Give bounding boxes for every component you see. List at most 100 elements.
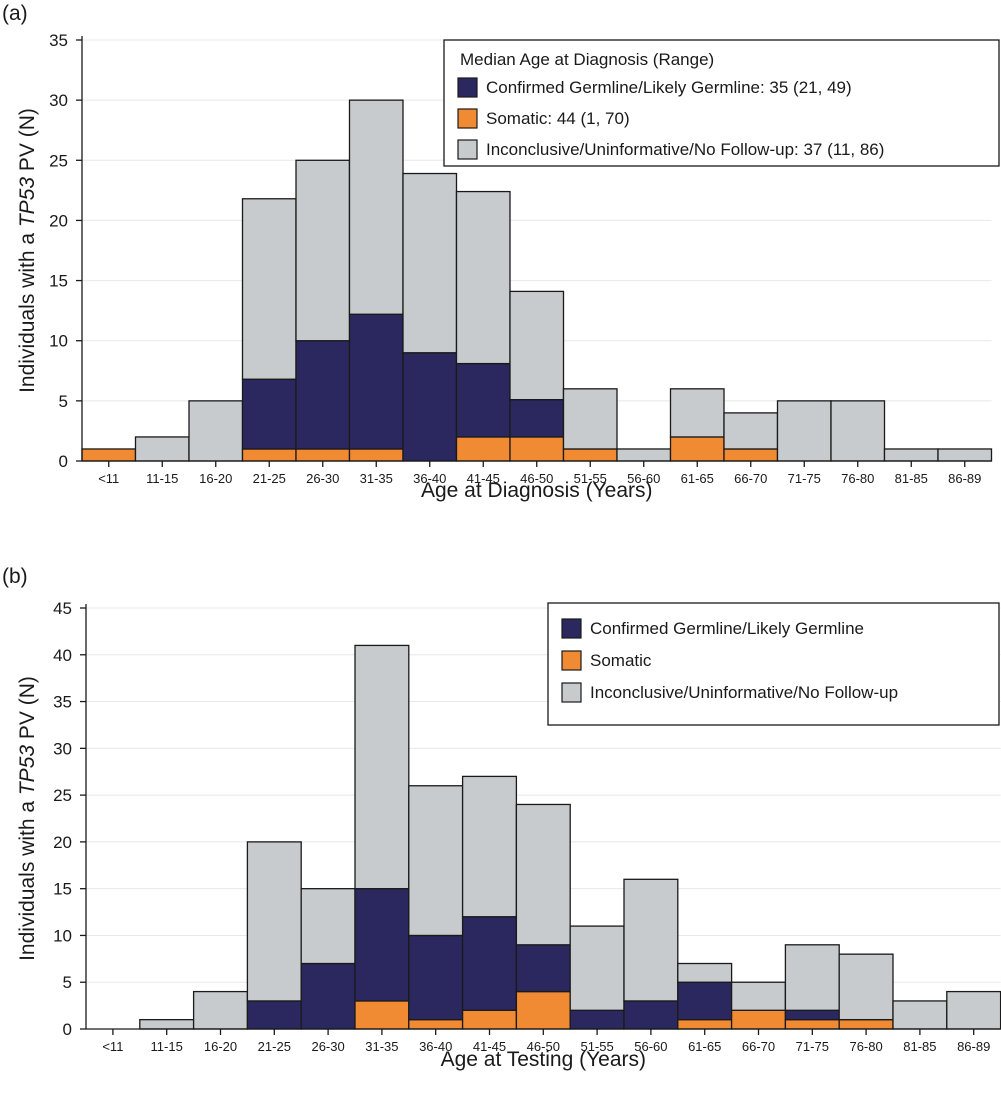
x-axis-title: Age at Diagnosis (Years) [421, 479, 653, 502]
bar-segment-76-80-series-2 [838, 953, 894, 1021]
bar-segment-61-65-series-0 [677, 1018, 733, 1030]
bar-segment-41-45-series-0 [455, 436, 511, 462]
legend-swatch [561, 682, 582, 703]
bar-segment-lt11-series-0 [81, 448, 137, 462]
bar-segment-71-75-series-2 [784, 944, 840, 1011]
x-tick-label: 81-85 [895, 471, 928, 486]
bar-segment-76-80-series-2 [830, 400, 886, 462]
bar-segment-71-75-series-0 [784, 1018, 840, 1030]
bar-segment-16-20-series-2 [188, 400, 244, 462]
bar-segment-46-50-series-0 [509, 436, 565, 462]
x-tick-label: 51-55 [574, 471, 607, 486]
x-tick-label: 56-60 [627, 471, 660, 486]
bar-segment-61-65-series-1 [677, 981, 733, 1021]
y-tick-label: 45 [53, 599, 72, 618]
bar-segment-16-20-series-2 [192, 990, 249, 1030]
x-tick-label: 26-30 [306, 471, 339, 486]
x-tick-label: 11-15 [151, 1039, 183, 1054]
y-tick-label: 5 [63, 973, 72, 992]
bar-segment-31-35-series-0 [354, 1000, 410, 1030]
x-axis-title: Age at Testing (Years) [441, 1048, 646, 1071]
legend-title: Median Age at Diagnosis (Range) [460, 50, 714, 69]
bar-segment-46-50-series-1 [509, 399, 565, 438]
y-axis-title: Individuals with a TP53 PV (N) [16, 108, 39, 393]
bar-segment-56-60-series-1 [623, 1000, 679, 1030]
y-tick-label: 35 [49, 31, 68, 50]
bar-segment-61-65-series-2 [669, 388, 725, 438]
bar-segment-66-70-series-2 [723, 412, 779, 450]
bar-segment-51-55-series-0 [562, 448, 618, 462]
bar-segment-61-65-series-0 [669, 436, 725, 462]
y-tick-label: 20 [53, 833, 72, 852]
x-tick-label: <11 [98, 471, 119, 486]
y-tick-label: 20 [49, 211, 68, 230]
y-axis-title: Individuals with a TP53 PV (N) [16, 676, 39, 961]
y-tick-label: 10 [53, 926, 72, 945]
y-axis-title-part: Individuals with a [16, 227, 39, 393]
y-tick-label: 25 [53, 786, 72, 805]
x-tick-label: 61-65 [681, 471, 714, 486]
x-tick-label: 66-70 [734, 471, 767, 486]
bar-segment-41-45-series-1 [461, 916, 518, 1011]
bar-segment-61-65-series-2 [677, 962, 733, 983]
bar-segment-86-89-series-2 [937, 448, 993, 462]
x-tick-label: 51-55 [580, 1039, 613, 1054]
bar-segment-26-30-series-2 [295, 159, 351, 342]
x-tick-label: 61-65 [688, 1039, 721, 1054]
bar-segment-51-55-series-2 [562, 388, 618, 450]
bar-segment-41-45-series-1 [455, 362, 511, 438]
bar-segment-26-30-series-1 [300, 962, 356, 1030]
bar-segment-26-30-series-0 [295, 448, 351, 462]
bar-segment-21-25-series-2 [246, 841, 302, 1002]
y-tick-label: 25 [49, 151, 68, 170]
bar-segment-26-30-series-2 [300, 888, 356, 965]
x-tick-label: 86-89 [957, 1039, 990, 1054]
legend: Confirmed Germline/Likely Germline Somati… [547, 602, 1000, 726]
x-tick-label: 36-40 [413, 471, 446, 486]
bar-segment-21-25-series-0 [241, 448, 297, 462]
x-tick-label: 21-25 [258, 1039, 291, 1054]
bar-segment-76-80-series-0 [838, 1018, 894, 1030]
legend-swatch [457, 77, 478, 98]
legend-swatch [561, 650, 582, 671]
chart-panel-b: (b) 0 5 10 15 20 25 30 35 40 45 <11 11-15 16-20 21-25 2… [2, 565, 1001, 1071]
y-axis-title-gene: TP53 [16, 745, 39, 796]
y-tick-label: 30 [49, 91, 68, 110]
x-tick-label: 76-80 [841, 471, 874, 486]
bar-segment-41-45-series-0 [461, 1009, 518, 1030]
bar-segment-81-85-series-2 [883, 448, 939, 462]
x-tick-label: 41-45 [467, 471, 500, 486]
x-tick-label: 66-70 [742, 1039, 775, 1054]
y-tick-label: 10 [49, 332, 68, 351]
bar-segment-31-35-series-1 [354, 888, 410, 1002]
y-tick-label: 15 [49, 272, 68, 291]
y-tick-label: 0 [59, 452, 68, 471]
bar-segment-46-50-series-2 [515, 803, 571, 946]
legend-entry: Somatic [590, 651, 652, 670]
bar-segment-56-60-series-2 [616, 448, 672, 462]
y-axis-title-part: PV (N) [16, 108, 39, 177]
bar-segment-21-25-series-1 [246, 1000, 302, 1030]
x-tick-label: 71-75 [788, 471, 821, 486]
legend-swatch [457, 108, 478, 129]
y-axis-title-part: PV (N) [16, 676, 39, 745]
x-tick-label: 36-40 [419, 1039, 452, 1054]
bar-segment-36-40-series-1 [402, 352, 458, 462]
x-tick-label: 46-50 [520, 471, 553, 486]
bar-segment-31-35-series-2 [348, 99, 404, 315]
bar-segment-31-35-series-2 [354, 644, 410, 890]
panel-label: (b) [2, 565, 28, 588]
y-tick-label: 40 [53, 646, 72, 665]
legend-entry: Inconclusive/Uninformative/No Follow-up [590, 683, 898, 702]
bar-segment-21-25-series-1 [241, 378, 297, 450]
bar-segment-81-85-series-2 [892, 1000, 948, 1030]
y-axis-title-part: Individuals with a [16, 795, 39, 961]
bar-segment-46-50-series-2 [509, 290, 565, 401]
y-tick-label: 0 [63, 1020, 72, 1039]
bar-segment-41-45-series-2 [455, 190, 511, 365]
legend-box [547, 602, 1000, 726]
x-tick-label: 16-20 [199, 471, 232, 486]
x-tick-label: 86-89 [948, 471, 981, 486]
bar-segment-56-60-series-2 [623, 878, 679, 1002]
y-tick-label: 30 [53, 739, 72, 758]
